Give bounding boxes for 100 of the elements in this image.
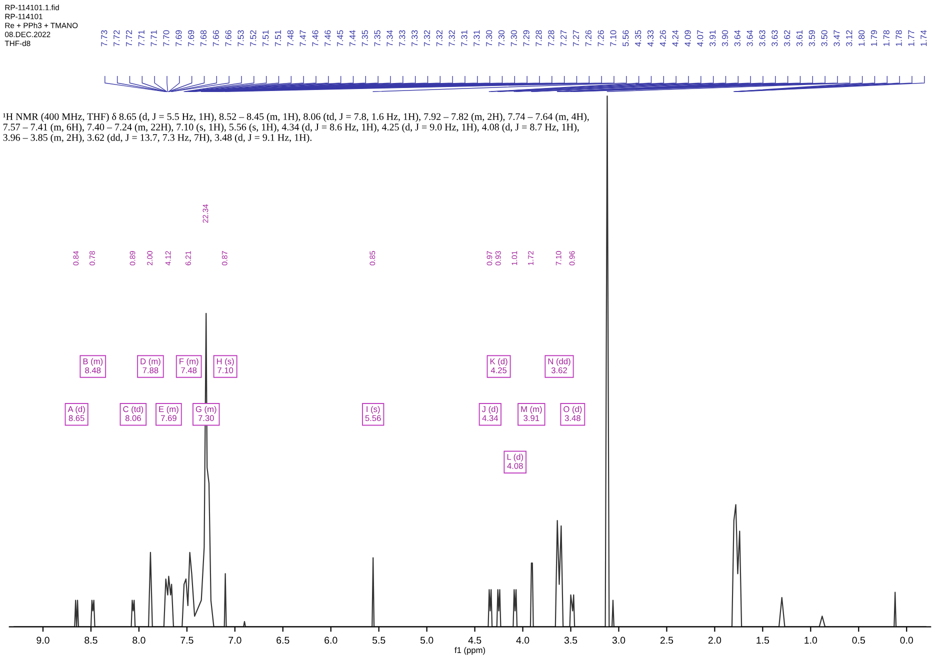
text: 4.24 (672, 30, 678, 46)
text: G (m) (196, 406, 216, 414)
text: 7.73 (101, 30, 108, 46)
text: 7.72 (126, 30, 132, 46)
x-tick-label: 7.5 (180, 636, 194, 644)
annotation: C (td) 8.06 (123, 406, 144, 422)
text: 1.79 (870, 30, 878, 46)
text: 7.46 (324, 30, 331, 46)
text: 7.27 (572, 30, 579, 46)
annotation: 7.10 (218, 367, 234, 374)
annotation: 7.30 (198, 415, 214, 422)
text: 7.52 (250, 30, 256, 46)
text: 7.69 (188, 30, 194, 46)
annotation: 7.69 (161, 415, 176, 422)
text: 3.62 (784, 30, 790, 46)
text: 7.32 (424, 30, 430, 46)
text: 7.26 (598, 30, 604, 46)
text: 7.33 (412, 30, 418, 46)
text: 7.34 (386, 30, 393, 46)
text: 5.56 (622, 30, 629, 46)
x-tick-label: 5.5 (372, 636, 386, 644)
text: 7.68 (200, 30, 207, 46)
text: 7.71 (150, 30, 157, 46)
text: 7.46 (312, 30, 318, 46)
text: 4.33 (647, 30, 654, 46)
text: 7.51 (262, 30, 269, 46)
text: 3.91 (710, 30, 716, 46)
text: 7.32 (436, 30, 442, 46)
text: 3.64 (734, 30, 740, 46)
text: 7.35 (362, 30, 368, 46)
x-tick-label: 0.5 (852, 636, 865, 644)
annotation: J (d) 4.34 (482, 406, 498, 422)
text: 4.26 (660, 30, 666, 46)
x-tick-label: 8.0 (132, 636, 146, 644)
text: 7.70 (163, 30, 170, 46)
text: 1.78 (883, 30, 890, 46)
text: 1.77 (908, 30, 914, 46)
text: 7.45 (337, 30, 344, 46)
x-tick-label: 1.5 (756, 636, 770, 644)
text: 7.71 (138, 30, 144, 46)
text: 3.90 (722, 30, 728, 46)
text: 7.30 (510, 30, 517, 46)
x-tick-label: 5.0 (420, 636, 434, 644)
text: 7.66 (212, 30, 219, 46)
x-tick-label: 4.0 (516, 636, 530, 644)
text: 7.47 (300, 30, 306, 46)
annotation: ¹H NMR (400 MHz, THF) δ 8.65 (d, J = 5.5 Hz, 1H), 8.52 – 8.45 (m, 1H), 8.06 (td, J = 7.8, 1.6 Hz, 1H), 7.92 – 7.82 (m, 2H), 7.74 – 7.64 (m, 4H), 7.57 – 7.41 (m, 6H), 7.40 – 7.24 (m, 22H), 7.10 (s, 1H), 5.56 (s, 1H), 4.34 (d, J = 8.6 Hz, 1H), 4.25 (d, J = 9.0 Hz, 1H), 4.08 (d, J = 8.7 Hz, 1H), 3.96 – 3.85 (m, 2H), 3.62 (dd, J = 13.7, 7.3 Hz, 7H), 3.48 (d, J = 9.1 Hz, 1H). (3, 112, 589, 143)
text: 3.12 (846, 30, 852, 46)
x-tick-label: 3.5 (564, 636, 578, 644)
text: 7.66 (225, 30, 232, 46)
text: 7.29 (523, 30, 530, 46)
x-tick-label: 4.5 (468, 636, 482, 644)
text: 3.59 (808, 30, 815, 46)
text: 7.28 (536, 30, 542, 46)
text: 7.35 (374, 30, 380, 46)
annotation: 5.56 (365, 415, 381, 422)
x-tick-label: 6.0 (324, 636, 338, 644)
text: 7.28 (548, 30, 554, 46)
x-tick-label: 8.5 (84, 636, 98, 644)
x-tick-label: 3.0 (612, 636, 626, 644)
text: 7.30 (486, 30, 492, 46)
annotation: B (m) 8.48 (83, 358, 103, 374)
text: H (s) (216, 358, 234, 366)
text: 7.30 (498, 30, 505, 46)
x-axis-title: f1 (ppm) (454, 646, 485, 655)
text: 4.35 (635, 30, 642, 46)
text: 7.32 (448, 30, 455, 46)
text: 7.72 (114, 30, 120, 46)
text: 7.10 (610, 30, 616, 46)
text: 7.48 (287, 30, 294, 46)
text: I (s) (366, 406, 380, 414)
text: 7.31 (461, 30, 468, 46)
text: 1.78 (896, 30, 902, 46)
annotation: 7.48 (181, 367, 197, 374)
annotation: D (m) 7.88 (140, 358, 160, 374)
text: 7.44 (350, 30, 356, 46)
text: 1.80 (858, 30, 865, 46)
text: M (m) (521, 406, 542, 414)
text: 3.47 (834, 30, 840, 46)
annotation: L (d) 4.08 (507, 454, 523, 469)
x-tick-label: 0.0 (900, 636, 913, 644)
text: 7.31 (474, 30, 480, 46)
text: 7.51 (275, 30, 282, 46)
text: F (m) (180, 358, 198, 366)
annotation: O (d) 3.48 (564, 406, 582, 422)
text: 7.27 (560, 30, 567, 46)
x-tick-label: 7.0 (228, 636, 242, 644)
text: 4.07 (697, 30, 704, 46)
text: 7.53 (238, 30, 244, 46)
text: 3.63 (772, 30, 778, 46)
x-tick-label: 6.5 (276, 636, 290, 644)
annotation: 3.62 (551, 367, 567, 374)
text: E (m) (159, 406, 178, 414)
text: 7.33 (399, 30, 406, 46)
text: 3.63 (759, 30, 766, 46)
annotation: K (d) 4.25 (490, 358, 508, 374)
text: 7.26 (585, 30, 592, 46)
annotation: 3.91 (524, 415, 540, 422)
x-tick-label: 2.0 (708, 636, 722, 644)
x-tick-label: 1.0 (804, 636, 818, 644)
